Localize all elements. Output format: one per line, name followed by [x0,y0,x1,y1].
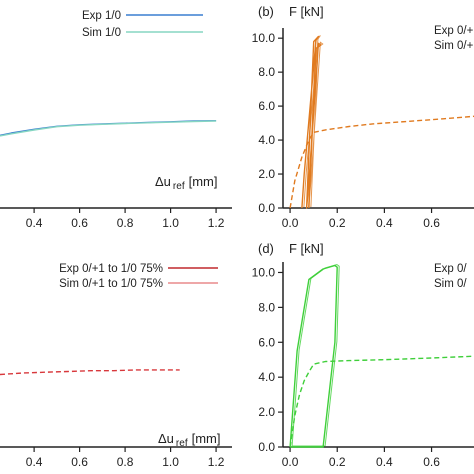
panel-d-x-tick-label: 0.4 [376,455,393,469]
panel-a-x-axis-label: Δu ref [mm] [155,174,217,192]
panel-c-series-2-line [0,369,180,376]
panel-c-x-tick-label: 0.4 [26,455,43,469]
panel-d-series-0-line [289,264,338,448]
panel-b-label: (b) [258,4,274,19]
panel-b-y-tick-label: 8.0 [258,65,275,79]
panel-b-x-tick-label: 0.0 [282,216,299,230]
panel-b-y-tick-label: 2.0 [258,167,275,181]
panel-a-legend-label-exp: Exp 1/0 [82,10,121,22]
panel-a-x-tick-label: 0.8 [117,216,134,230]
panel-a-legend: Exp 1/0 Sim 1/0 [82,10,203,39]
panel-a: 0.4 0.6 0.8 1.0 1.2 Exp 1/0 Sim 1/0 Δu ref [mm… [0,10,232,230]
panel-d-ylabel: F [kN] [289,241,324,256]
panel-b-x-tick-label: 0.4 [376,216,393,230]
panel-a-xlabel-unit: [mm] [189,174,218,189]
panel-d-legend-sim: Sim 0/ [434,278,467,290]
panel-d-y-tick-label: 4.0 [258,370,275,384]
panel-a-x-tick-label: 1.0 [162,216,179,230]
panel-b-series-1-line [289,115,474,209]
panel-c: 0.4 0.6 0.8 1.0 1.2 Exp 0/+1 to 1/0 75% Sim … [0,263,232,469]
panel-a-xlabel-sub: ref [173,181,185,192]
panel-c-legend-label-exp: Exp 0/+1 to 1/0 75% [59,263,163,275]
panel-d-legend-exp: Exp 0/ [434,263,467,275]
panel-d-series [289,263,474,448]
panel-a-x-tick-label: 0.4 [26,216,43,230]
panel-a-series-0-line [0,120,217,136]
panel-c-legend-label-sim: Sim 0/+1 to 1/0 75% [59,278,163,290]
panel-d-y-tick-label: 6.0 [258,335,275,349]
panel-b-legend-sim: Sim 0/+ [434,40,474,52]
panel-c-series [0,369,180,376]
panel-c-xlabel-sub: ref [176,438,188,449]
panel-a-series-1-line [0,120,217,137]
panel-d-x-ticks: 0.0 0.2 0.4 0.6 [282,447,440,469]
panel-a-xlabel: Δu [155,174,171,189]
panel-d-label: (d) [258,241,274,256]
panel-c-x-tick-label: 1.2 [208,455,225,469]
panel-d-series-0-line-trace [291,263,340,447]
panel-d-y-tick-label: 2.0 [258,405,275,419]
panel-c-xlabel-unit: [mm] [192,431,221,446]
panel-b-ylabel: F [kN] [289,4,324,19]
panel-d-y-ticks: 0.0 2.0 4.0 6.0 8.0 10.0 [252,265,283,454]
panel-d-y-tick-label: 10.0 [252,265,276,279]
panel-d-y-tick-label: 8.0 [258,300,275,314]
panel-c-x-axis-label: Δu ref [mm] [158,431,220,449]
panel-c-x-tick-label: 0.6 [71,455,88,469]
panel-a-x-ticks: 0.4 0.6 0.8 1.0 1.2 [26,208,225,230]
panel-d-y-tick-label: 0.0 [258,440,275,454]
panel-a-series [0,120,217,137]
panel-b-x-tick-label: 0.2 [329,216,346,230]
panel-a-legend-label-sim: Sim 1/0 [82,27,121,39]
panel-b-y-tick-label: 0.0 [258,201,275,215]
panel-b-y-tick-label: 10.0 [252,31,276,45]
panel-c-x-tick-label: 0.8 [117,455,134,469]
panel-d-x-tick-label: 0.6 [423,455,440,469]
panel-b-y-ticks: 0.0 2.0 4.0 6.0 8.0 10.0 [252,31,283,215]
panel-b: 0.0 2.0 4.0 6.0 8.0 10.0 0.0 0.2 0.4 0.6 (b) F [… [252,4,474,230]
panel-b-y-tick-label: 6.0 [258,99,275,113]
panel-d-x-tick-label: 0.2 [329,455,346,469]
panel-c-x-ticks: 0.4 0.6 0.8 1.0 1.2 [26,447,225,469]
panel-b-x-tick-label: 0.6 [423,216,440,230]
panel-d-series-1-line [289,355,474,448]
panel-a-x-tick-label: 0.6 [71,216,88,230]
panel-d-x-tick-label: 0.0 [282,455,299,469]
panel-b-legend-exp: Exp 0/+ [434,25,474,37]
panel-d: 0.0 2.0 4.0 6.0 8.0 10.0 0.0 0.2 0.4 0.6 (d) F [… [252,241,474,469]
panel-a-x-tick-label: 1.2 [208,216,225,230]
panel-b-y-tick-label: 4.0 [258,133,275,147]
panel-c-x-tick-label: 1.0 [162,455,179,469]
panel-c-xlabel: Δu [158,431,174,446]
panel-b-series-0-line-trace [303,35,324,208]
panel-b-x-ticks: 0.0 0.2 0.4 0.6 [282,208,440,230]
panel-c-legend: Exp 0/+1 to 1/0 75% Sim 0/+1 to 1/0 75% [59,263,218,290]
panel-b-series [289,35,474,209]
